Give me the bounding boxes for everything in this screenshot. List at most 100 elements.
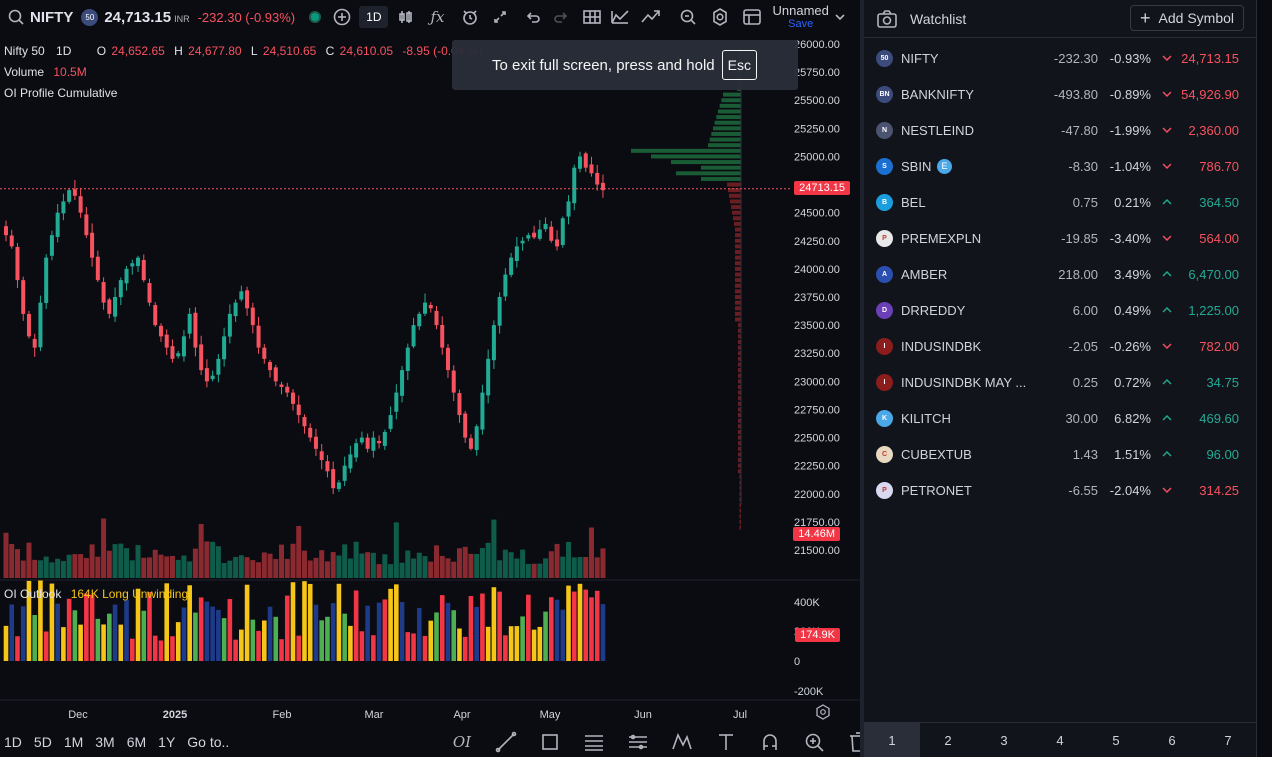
trend-icon[interactable] [640, 0, 661, 34]
volume-bar [342, 544, 348, 578]
candle-body [107, 299, 112, 314]
watchlist-tab-1[interactable]: 1 [864, 723, 920, 757]
oi-profile-bar [676, 171, 741, 176]
watchlist-row[interactable]: P PREMEXPLN -19.85 -3.40% 564.00 [864, 220, 1256, 256]
camera-icon[interactable] [876, 2, 898, 36]
settings-icon[interactable] [711, 0, 729, 34]
oi-outlook-bar [313, 604, 319, 661]
volume-bar [261, 552, 267, 578]
watchlist-tab-5[interactable]: 5 [1112, 732, 1120, 748]
price-chart[interactable]: 26000.00 25750.00 25500.00 25250.00 25000.00… [0, 34, 860, 726]
volume-bar [215, 546, 221, 578]
zoom-in-icon[interactable] [792, 731, 836, 753]
watchlist-tab-4[interactable]: 4 [1056, 732, 1064, 748]
oi-profile-bar [738, 429, 741, 434]
volume-bar [393, 522, 399, 578]
oi-outlook-bar [445, 602, 451, 661]
layout-icon[interactable] [582, 0, 601, 34]
watchlist-row[interactable]: S SBIN E -8.30 -1.04% 786.70 [864, 148, 1256, 184]
oi-profile-bar [735, 255, 741, 260]
oi-outlook-bar [49, 583, 55, 661]
legend-instrument[interactable]: Nifty 50 [4, 44, 45, 58]
legend-indicator[interactable]: OI Profile Cumulative [4, 86, 118, 100]
volume-bar [451, 561, 457, 578]
rectangle-icon[interactable] [528, 731, 572, 753]
fullscreen-icon[interactable] [493, 0, 507, 34]
watchlist-row[interactable]: P PETRONET -6.55 -2.04% 314.25 [864, 472, 1256, 508]
symbol-last-price: 564.00 [1199, 230, 1239, 246]
fx-icon[interactable]: ƒx [430, 8, 445, 26]
candle-body [210, 375, 215, 380]
watchlist-row[interactable]: 50 NIFTY -232.30 -0.93% 24,713.15 [864, 40, 1256, 76]
axis-settings-icon[interactable] [816, 704, 830, 720]
legend-volume-row: Volume 10.5M [4, 62, 484, 83]
watchlist-tab-7[interactable]: 7 [1224, 732, 1232, 748]
indicator-search-icon[interactable] [679, 0, 697, 34]
trendline-icon[interactable] [484, 731, 528, 753]
watchlist-row[interactable]: K KILITCH 30.00 6.82% 469.60 [864, 400, 1256, 436]
watchlist-tab-6[interactable]: 6 [1168, 732, 1176, 748]
layout-name[interactable]: Unnamed Save [773, 3, 829, 31]
channel-icon[interactable] [616, 731, 660, 753]
interval-button[interactable]: 1D [359, 6, 389, 28]
oi-outlook-bar [38, 579, 43, 661]
candle-body [388, 415, 393, 429]
plus-icon[interactable] [333, 0, 351, 34]
oi-profile-bar [719, 103, 741, 108]
period-1m[interactable]: 1M [63, 733, 84, 750]
watchlist-row[interactable]: N NESTLEIND -47.80 -1.99% 2,360.00 [864, 112, 1256, 148]
candle-body [130, 263, 135, 267]
oi-tool-icon[interactable]: OI [452, 732, 472, 751]
oi-profile-bar [735, 272, 741, 277]
watchlist-tab-3[interactable]: 3 [1000, 732, 1008, 748]
oi-tick-label: 400K [794, 597, 820, 609]
down-arrow-icon [1162, 55, 1172, 61]
compare-icon[interactable] [610, 0, 629, 34]
chart-area[interactable]: 26000.00 25750.00 25500.00 25250.00 25000.00… [0, 34, 860, 726]
volume-bar [95, 556, 101, 578]
watchlist-title[interactable]: Watchlist [910, 10, 967, 27]
watchlist-tab-2[interactable]: 2 [944, 732, 952, 748]
pattern-icon[interactable] [660, 731, 704, 753]
period-6m[interactable]: 6M [126, 733, 147, 750]
save-label[interactable]: Save [788, 18, 814, 31]
add-symbol-button[interactable]: + Add Symbol [1130, 5, 1244, 31]
bar-style-icon[interactable] [398, 0, 414, 34]
watchlist-row[interactable]: A AMBER 218.00 3.49% 6,470.00 [864, 256, 1256, 292]
watchlist-row[interactable]: I INDUSINDBK -2.05 -0.26% 782.00 [864, 328, 1256, 364]
period-5d[interactable]: 5D [33, 733, 52, 750]
text-tool-icon[interactable] [704, 731, 748, 753]
panel-divider[interactable] [860, 0, 864, 757]
period-3m[interactable]: 3M [95, 733, 115, 750]
legend-volume-label[interactable]: Volume [4, 65, 45, 79]
symbol-name: DRREDDY [901, 302, 966, 318]
symbol-name[interactable]: NIFTY [30, 8, 74, 26]
watchlist-row[interactable]: D DRREDDY 6.00 0.49% 1,225.00 [864, 292, 1256, 328]
alert-icon[interactable] [461, 0, 479, 34]
search-icon[interactable] [8, 0, 24, 34]
period-goto[interactable]: Go to.. [187, 733, 230, 750]
watchlist-row[interactable]: BN BANKNIFTY -493.80 -0.89% 54,926.90 [864, 76, 1256, 112]
template-icon[interactable] [742, 0, 761, 34]
symbol-change-percent: 0.21% [1114, 194, 1151, 210]
oi-profile-bar [735, 266, 741, 271]
period-1y[interactable]: 1Y [158, 733, 176, 750]
candle-body [193, 312, 198, 348]
chevron-down-icon[interactable] [835, 0, 845, 34]
magnet-icon[interactable] [748, 731, 792, 753]
candle-body [555, 239, 560, 247]
redo-icon[interactable] [553, 0, 569, 34]
event-badge[interactable]: E [937, 158, 952, 174]
watchlist-row[interactable]: B BEL 0.75 0.21% 364.50 [864, 184, 1256, 220]
fib-icon[interactable] [572, 731, 616, 753]
candle-body [313, 436, 318, 449]
volume-bar [147, 557, 152, 578]
oi-outlook-label[interactable]: OI Outlook [4, 587, 62, 601]
candle-body [245, 290, 250, 309]
watchlist-row[interactable]: C CUBEXTUB 1.43 1.51% 96.00 [864, 436, 1256, 472]
period-1d[interactable]: 1D [4, 733, 22, 750]
undo-icon[interactable] [525, 0, 541, 34]
candle-body [474, 426, 479, 451]
watchlist-row[interactable]: I INDUSINDBK MAY ... 0.25 0.72% 34.75 [864, 364, 1256, 400]
x-tick-label: Apr [453, 709, 470, 721]
